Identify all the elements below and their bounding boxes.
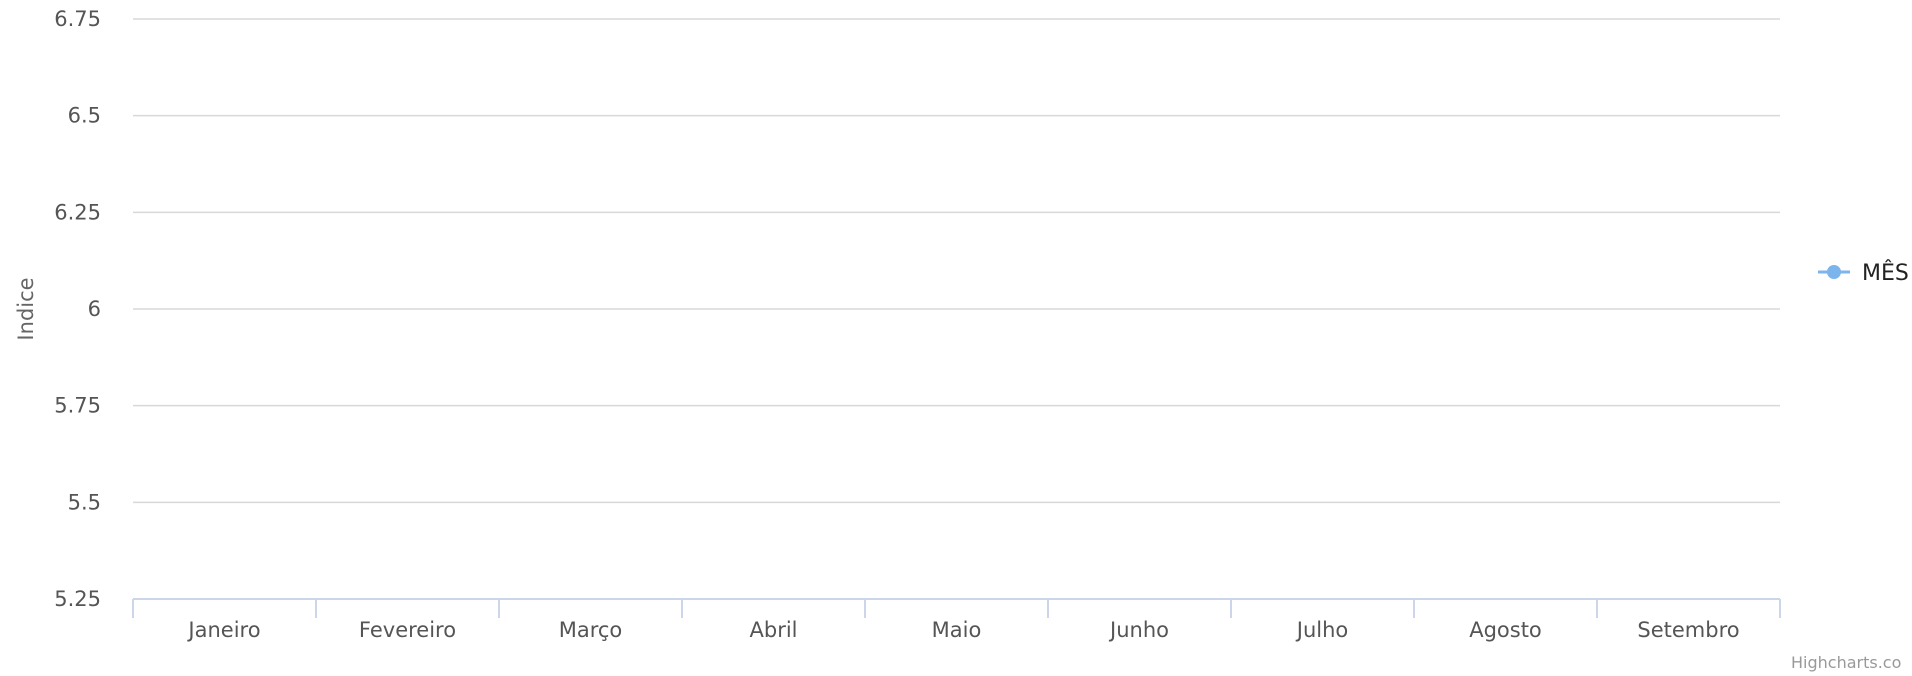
- x-tick-label: Setembro: [1637, 618, 1739, 642]
- gridlines: [133, 18, 1780, 504]
- y-tick-label: 5.75: [54, 394, 101, 418]
- x-tick-label: Julho: [1295, 618, 1349, 642]
- x-tick-label: Janeiro: [186, 618, 260, 642]
- x-tick-label: Abril: [750, 618, 798, 642]
- x-tick-label: Fevereiro: [359, 618, 456, 642]
- y-axis: 5.25 5.5 5.75 6 6.25 6.5 6.75: [54, 7, 101, 611]
- legend-series-marker: [1827, 265, 1841, 279]
- legend-item-mes[interactable]: MÊS: [1818, 260, 1909, 286]
- y-tick-label: 6: [88, 297, 101, 321]
- y-tick-label: 5.25: [54, 587, 101, 611]
- x-tick-label: Maio: [932, 618, 982, 642]
- legend-label: MÊS: [1862, 260, 1909, 286]
- credits-link[interactable]: Highcharts.co: [1791, 653, 1901, 672]
- y-tick-label: 5.5: [68, 490, 101, 514]
- y-tick-label: 6.25: [54, 200, 101, 224]
- x-tick-label: Junho: [1108, 618, 1169, 642]
- x-axis: Janeiro Fevereiro Março Abril Maio Junho Julho…: [132, 598, 1781, 642]
- y-axis-title: Indice: [14, 277, 38, 340]
- x-tick-label: Março: [559, 618, 623, 642]
- y-tick-label: 6.5: [68, 104, 101, 128]
- y-tick-label: 6.75: [54, 7, 101, 31]
- x-tick-label: Agosto: [1469, 618, 1542, 642]
